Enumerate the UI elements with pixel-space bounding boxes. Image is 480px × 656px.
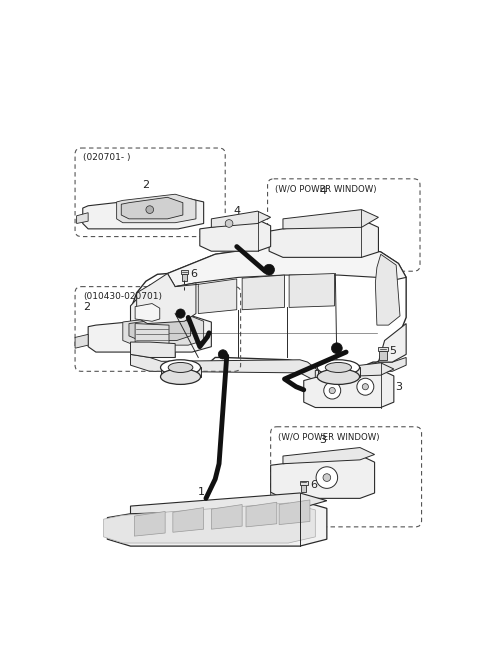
Polygon shape — [289, 274, 335, 308]
Text: (020701- ): (020701- ) — [83, 154, 130, 163]
Bar — [180, 270, 188, 274]
Ellipse shape — [160, 369, 201, 384]
Text: (W/O POWER WINDOW): (W/O POWER WINDOW) — [278, 433, 380, 442]
Text: 2: 2 — [143, 180, 149, 190]
Polygon shape — [134, 512, 165, 536]
Polygon shape — [375, 255, 400, 325]
Polygon shape — [211, 504, 242, 529]
Circle shape — [176, 309, 185, 318]
Polygon shape — [83, 195, 204, 229]
Polygon shape — [88, 316, 211, 352]
Bar — [300, 481, 308, 485]
Polygon shape — [137, 274, 196, 323]
Circle shape — [225, 220, 233, 228]
Polygon shape — [283, 210, 378, 229]
Polygon shape — [173, 508, 204, 532]
Bar — [378, 346, 388, 352]
Polygon shape — [131, 244, 406, 373]
Polygon shape — [269, 220, 378, 257]
Polygon shape — [279, 500, 310, 525]
Polygon shape — [75, 335, 88, 348]
Bar — [318, 367, 360, 377]
Circle shape — [323, 474, 331, 482]
Ellipse shape — [317, 369, 360, 384]
Bar — [182, 274, 187, 281]
Text: 3: 3 — [396, 382, 402, 392]
Ellipse shape — [325, 363, 351, 373]
Circle shape — [146, 206, 154, 213]
Polygon shape — [246, 502, 277, 527]
Circle shape — [324, 382, 341, 399]
Polygon shape — [315, 363, 394, 377]
Text: 4: 4 — [319, 186, 326, 195]
Polygon shape — [121, 197, 183, 219]
Text: (W/O POWER WINDOW): (W/O POWER WINDOW) — [275, 185, 377, 194]
Text: 1: 1 — [198, 487, 205, 497]
Polygon shape — [123, 315, 204, 345]
Circle shape — [329, 388, 336, 394]
Polygon shape — [108, 501, 327, 546]
Polygon shape — [131, 354, 406, 383]
Polygon shape — [211, 211, 271, 228]
Text: 5: 5 — [389, 346, 396, 356]
Circle shape — [264, 264, 275, 275]
Polygon shape — [131, 493, 327, 514]
Polygon shape — [200, 220, 271, 251]
Polygon shape — [104, 503, 315, 543]
Circle shape — [156, 326, 164, 334]
Text: (010430-020701): (010430-020701) — [83, 292, 162, 301]
Polygon shape — [271, 455, 374, 499]
Text: 6: 6 — [310, 480, 317, 489]
Polygon shape — [304, 370, 394, 407]
Text: 6: 6 — [191, 268, 198, 279]
Polygon shape — [129, 318, 191, 340]
Polygon shape — [378, 323, 406, 362]
Polygon shape — [131, 285, 175, 358]
Bar — [161, 367, 201, 377]
Circle shape — [218, 350, 228, 359]
Polygon shape — [135, 304, 160, 321]
Ellipse shape — [317, 359, 360, 375]
Polygon shape — [283, 447, 374, 464]
Polygon shape — [77, 213, 88, 224]
Bar — [379, 350, 387, 359]
Bar — [301, 485, 306, 492]
Ellipse shape — [168, 363, 193, 373]
Polygon shape — [135, 323, 169, 344]
Polygon shape — [117, 194, 196, 222]
Polygon shape — [131, 342, 175, 358]
Ellipse shape — [160, 359, 201, 375]
Text: 2: 2 — [83, 302, 90, 312]
Circle shape — [316, 467, 337, 488]
Circle shape — [362, 384, 369, 390]
Circle shape — [357, 379, 374, 395]
Polygon shape — [198, 279, 237, 314]
Polygon shape — [168, 244, 406, 287]
Polygon shape — [242, 275, 285, 310]
Circle shape — [332, 343, 342, 354]
Text: 4: 4 — [233, 206, 240, 216]
Text: 3: 3 — [320, 435, 326, 445]
